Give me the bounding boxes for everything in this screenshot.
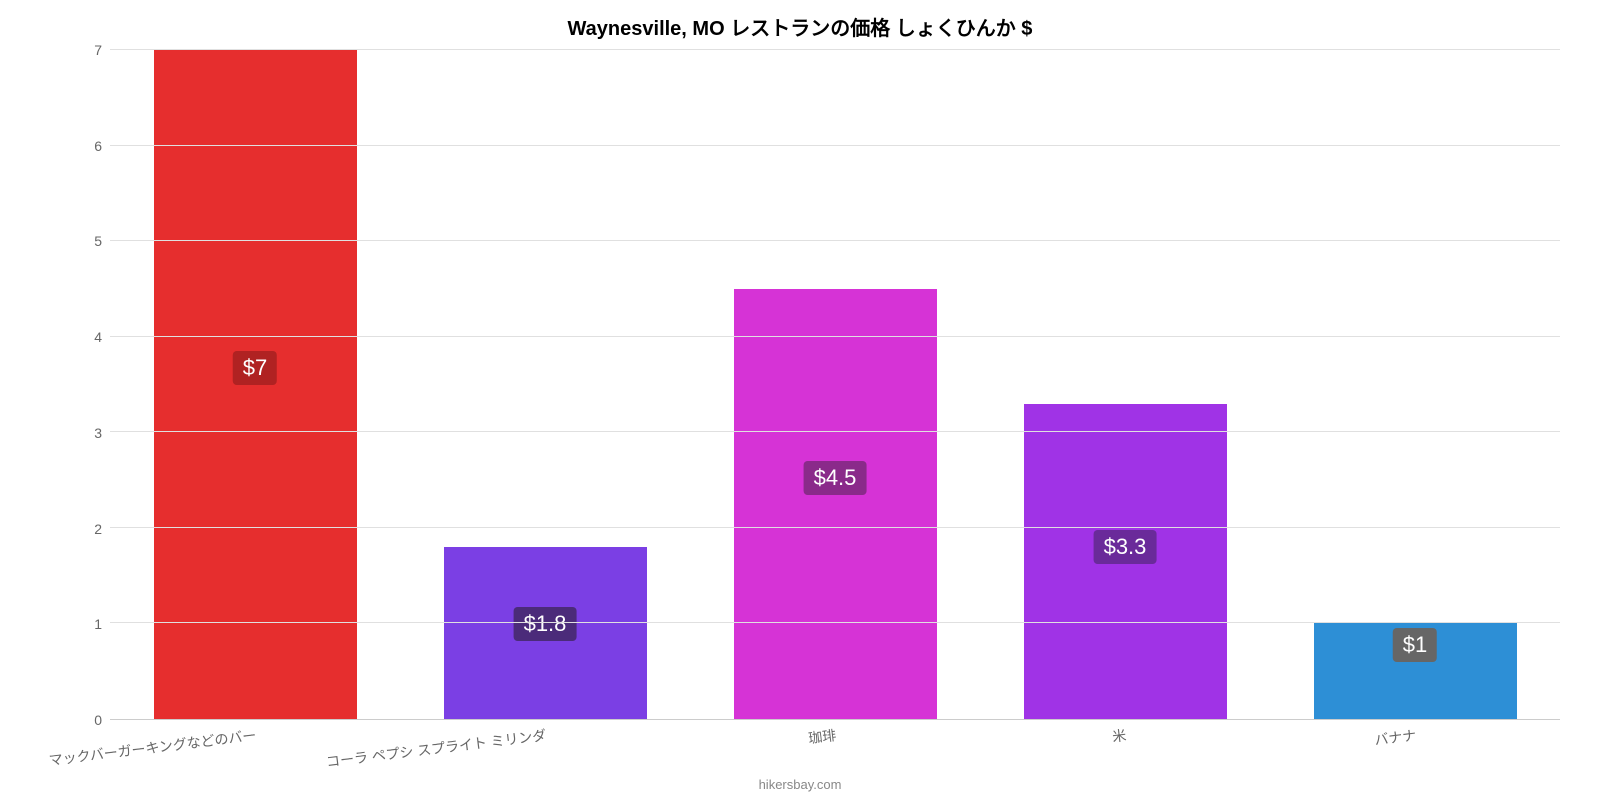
y-tick-label: 1 [94, 616, 102, 632]
plot-area: $7 $1.8 $4.5 $3.3 $1 [110, 50, 1560, 720]
y-tick-label: 3 [94, 425, 102, 441]
attribution: hikersbay.com [759, 777, 842, 792]
x-tick-label: マックバーガーキングなどのバー [48, 725, 258, 770]
bar: $4.5 [734, 289, 937, 719]
bar-value-badge: $1.8 [514, 607, 577, 641]
grid-line [110, 431, 1560, 432]
bar-value-badge: $4.5 [804, 461, 867, 495]
y-tick-label: 5 [94, 233, 102, 249]
y-tick-label: 7 [94, 42, 102, 58]
grid-line [110, 240, 1560, 241]
grid-line [110, 49, 1560, 50]
x-axis-labels: マックバーガーキングなどのバーコーラ ペプシ スプライト ミリンダ珈琲米バナナ [110, 725, 1600, 775]
y-tick-label: 4 [94, 329, 102, 345]
y-tick-label: 6 [94, 138, 102, 154]
chart-container: 01234567 $7$1.8$4.5$3.3$1 [80, 50, 1560, 720]
grid-line [110, 622, 1560, 623]
bars-group: $7 $1.8 $4.5 $3.3 $1 [110, 50, 1560, 719]
bar-value-badge: $3.3 [1094, 530, 1157, 564]
x-tick-label: 珈琲 [807, 725, 837, 748]
bar: $1.8 [444, 547, 647, 719]
bar: $1 [1314, 623, 1517, 719]
grid-line [110, 145, 1560, 146]
y-axis: 01234567 [80, 50, 110, 720]
chart-title: Waynesville, MO レストランの価格 しょくひんか $ [0, 0, 1600, 41]
grid-line [110, 527, 1560, 528]
x-tick-label: バナナ [1373, 725, 1417, 750]
bar-value-badge: $1 [1393, 628, 1437, 662]
y-tick-label: 2 [94, 521, 102, 537]
bar: $7 [154, 50, 357, 719]
y-tick-label: 0 [94, 712, 102, 728]
x-tick-label: 米 [1111, 725, 1127, 747]
bar: $3.3 [1024, 404, 1227, 719]
bar-value-badge: $7 [233, 351, 277, 385]
grid-line [110, 336, 1560, 337]
x-tick-label: コーラ ペプシ スプライト ミリンダ [325, 725, 547, 772]
